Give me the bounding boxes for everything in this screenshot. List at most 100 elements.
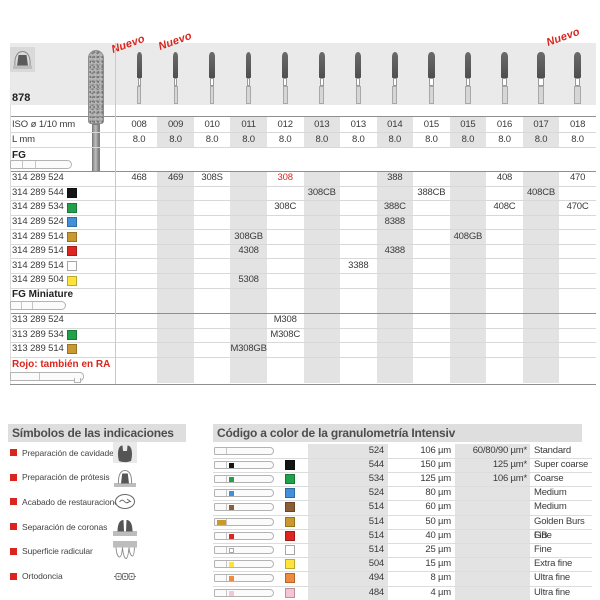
- fg-row-ref-number: 308: [277, 172, 293, 184]
- grit-name: Super coarse: [534, 458, 589, 470]
- fg-row-code: 314 289 544: [12, 186, 64, 198]
- grit-name: Standard: [534, 444, 571, 456]
- bur-neck-image: [392, 78, 397, 86]
- prosthesis-prep-icon: [113, 467, 137, 488]
- grit-name: Ultra fine: [534, 572, 571, 584]
- bur-head-image: [428, 52, 435, 78]
- length-value: 8.0: [278, 134, 292, 145]
- length-value: 8.0: [205, 134, 219, 145]
- bur-neck-image: [429, 78, 434, 86]
- fg-row-ref-number: 8388: [384, 215, 406, 227]
- iso-value: 017: [533, 119, 549, 130]
- red-bullet: [10, 547, 17, 555]
- bur-color-band: [229, 505, 234, 511]
- fg-row-ref-number: 308S: [201, 172, 223, 184]
- column-band: [230, 171, 267, 383]
- label-column-divider: [115, 43, 116, 384]
- fg-row-code: 314 289 524: [12, 172, 64, 184]
- yellow-grit-square: [67, 275, 77, 286]
- bur-head-image: [391, 52, 398, 78]
- orange-grit-square: [285, 573, 295, 584]
- code-column-band: [308, 443, 388, 600]
- fg-row-code: 314 289 534: [12, 201, 64, 213]
- grit-code: 514: [368, 529, 384, 541]
- bur-shank-image: [574, 86, 581, 104]
- plain-band-bur-icon: [214, 446, 274, 455]
- granulometry-row-divider: [213, 557, 592, 559]
- fg-row-ref-number: 3388: [348, 259, 369, 271]
- column-band: [303, 171, 341, 383]
- alt-grit-size: 60/80/90 µm*: [472, 444, 528, 456]
- bur-photo-band: [10, 43, 596, 105]
- iso-value: 016: [496, 119, 513, 130]
- column-band: [449, 171, 487, 383]
- grit-name: Fine: [534, 529, 552, 541]
- bur-head-image: [173, 52, 179, 78]
- fg-row-code: 314 289 524: [12, 215, 64, 227]
- iso-value: 010: [204, 119, 220, 130]
- grit-size: 4 µm: [430, 586, 451, 598]
- grit-code: 544: [368, 458, 384, 470]
- length-value: 8.0: [132, 134, 146, 145]
- row-divider: [10, 185, 596, 187]
- iso-value: 011: [241, 119, 256, 130]
- row-divider: [10, 214, 596, 216]
- bur-neck-image: [356, 78, 361, 86]
- fg-shank-icon: [10, 160, 72, 169]
- length-value: 8.0: [242, 134, 255, 145]
- bur-color-band: [229, 476, 234, 482]
- model-number: 878: [12, 92, 31, 104]
- bur-head-image: [537, 52, 545, 78]
- grit-code: 514: [368, 501, 384, 513]
- granulometry-panel-title: Código a color de la granulometría Inten…: [213, 424, 582, 442]
- fg-miniature-section-label: FG Miniature: [12, 289, 74, 300]
- bur-color-band: [229, 462, 234, 468]
- section-divider: [10, 116, 596, 117]
- bur-head-image: [136, 52, 142, 78]
- grit-size: 40 µm: [425, 529, 451, 541]
- bur-neck-image: [174, 78, 178, 86]
- black-grit-square: [67, 188, 77, 199]
- row-divider: [10, 273, 596, 274]
- red-bullet: [10, 498, 17, 506]
- blue-band-bur-icon: [214, 489, 274, 498]
- alt-grit-size: 125 µm*: [492, 458, 527, 470]
- fg-row-ref-number: 308C: [274, 201, 297, 213]
- green-grit-square: [67, 202, 77, 213]
- iso-value: 013: [350, 119, 366, 130]
- bur-neck-image: [210, 78, 214, 86]
- granulometry-row-divider: [213, 486, 592, 488]
- restoration-finishing-icon: [113, 491, 137, 512]
- length-value: 8.0: [315, 134, 329, 145]
- bur-neck-image: [574, 78, 581, 86]
- fg-row-ref-number: 5308: [238, 274, 259, 286]
- red-bullet: [10, 449, 17, 456]
- orange-band-bur-icon: [214, 574, 274, 583]
- bur-neck-image: [465, 78, 471, 86]
- bur-head-image: [209, 52, 215, 78]
- indication-label: Ortodoncia: [22, 571, 63, 581]
- grit-code: 524: [368, 487, 384, 499]
- grit-size: 50 µm: [425, 515, 451, 527]
- grit-name: Fine: [534, 543, 552, 555]
- indication-label: Acabado de restauraciones: [22, 496, 123, 507]
- length-row-label: L mm: [12, 134, 35, 145]
- bur-shank-image: [537, 86, 545, 104]
- grit-size: 150 µm: [420, 458, 451, 470]
- grit-name: Golden Burs GB: [534, 515, 585, 541]
- white-grit-square: [285, 544, 295, 555]
- fg-row-code: 314 289 514: [12, 259, 64, 271]
- grit-size: 15 µm: [425, 558, 451, 570]
- grit-name: Medium: [534, 487, 567, 499]
- grit-size: 60 µm: [425, 501, 451, 513]
- red-bullet: [10, 523, 17, 531]
- bur-neck-image: [246, 78, 251, 86]
- row-divider: [10, 243, 596, 245]
- bur-color-band: [229, 562, 234, 568]
- featured-bur-image: [88, 50, 104, 124]
- iso-row-label: ISO ø 1/10 mm: [12, 119, 76, 130]
- indication-label: Superficie radicular: [22, 546, 93, 557]
- bur-color-band: [229, 547, 234, 553]
- granulometry-row-divider: [213, 542, 592, 544]
